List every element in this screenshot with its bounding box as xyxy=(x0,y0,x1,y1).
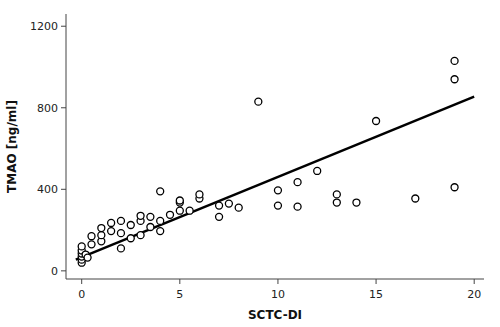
y-tick-label: 800 xyxy=(37,102,58,115)
scatter-point xyxy=(333,199,340,206)
scatter-point xyxy=(157,228,164,235)
scatter-point xyxy=(451,184,458,191)
scatter-point xyxy=(314,167,321,174)
scatter-point xyxy=(137,232,144,239)
x-axis-line xyxy=(66,279,484,280)
y-tick xyxy=(61,270,66,271)
scatter-point xyxy=(157,217,164,224)
scatter-point xyxy=(127,221,134,228)
scatter-point xyxy=(88,241,95,248)
scatter-point xyxy=(255,98,262,105)
scatter-point xyxy=(78,243,85,250)
x-tick xyxy=(81,279,82,284)
scatter-point xyxy=(108,219,115,226)
scatter-point xyxy=(176,207,183,214)
scatter-point xyxy=(117,217,124,224)
scatter-point xyxy=(294,203,301,210)
x-tick-label: 20 xyxy=(467,288,481,301)
scatter-point xyxy=(412,195,419,202)
y-tick-label: 0 xyxy=(51,265,58,278)
scatter-point xyxy=(373,118,380,125)
scatter-point xyxy=(333,191,340,198)
x-tick xyxy=(179,279,180,284)
regression-line xyxy=(76,97,474,260)
plot-area xyxy=(76,57,474,266)
scatter-point xyxy=(274,187,281,194)
y-tick xyxy=(61,26,66,27)
scatter-point xyxy=(84,254,91,261)
scatter-point xyxy=(137,212,144,219)
scatter-point xyxy=(167,211,174,218)
scatter-point xyxy=(147,224,154,231)
scatter-point xyxy=(127,235,134,242)
scatter-point xyxy=(88,233,95,240)
y-tick-label: 1200 xyxy=(30,20,58,33)
scatter-point xyxy=(186,207,193,214)
scatter-point xyxy=(235,204,242,211)
scatter-point xyxy=(294,179,301,186)
scatter-point xyxy=(117,230,124,237)
scatter-point xyxy=(451,57,458,64)
chart: 0 5 10 15 20 0 400 800 1200 SCTC-DI TMAO [ng/ml] xyxy=(0,0,500,327)
y-axis-label: TMAO [ng/ml] xyxy=(5,100,19,193)
scatter-point xyxy=(274,202,281,209)
scatter-point xyxy=(225,200,232,207)
x-tick xyxy=(474,279,475,284)
scatter-point xyxy=(108,228,115,235)
scatter-point xyxy=(353,199,360,206)
scatter-point xyxy=(216,213,223,220)
x-tick-label: 15 xyxy=(369,288,383,301)
y-tick-label: 400 xyxy=(37,183,58,196)
scatter-point xyxy=(147,213,154,220)
scatter-point xyxy=(98,232,105,239)
x-tick-label: 0 xyxy=(78,288,85,301)
scatter-point xyxy=(196,191,203,198)
scatter-point xyxy=(117,245,124,252)
y-tick xyxy=(61,189,66,190)
scatter-point xyxy=(157,188,164,195)
x-tick-label: 10 xyxy=(271,288,285,301)
scatter-point xyxy=(451,76,458,83)
scatter-point xyxy=(216,202,223,209)
x-tick xyxy=(277,279,278,284)
x-axis-label: SCTC-DI xyxy=(248,308,302,322)
x-tick xyxy=(376,279,377,284)
scatter-point xyxy=(176,197,183,204)
x-tick-label: 5 xyxy=(176,288,183,301)
y-axis-line xyxy=(66,14,67,279)
y-tick xyxy=(61,107,66,108)
scatter-point xyxy=(98,225,105,232)
